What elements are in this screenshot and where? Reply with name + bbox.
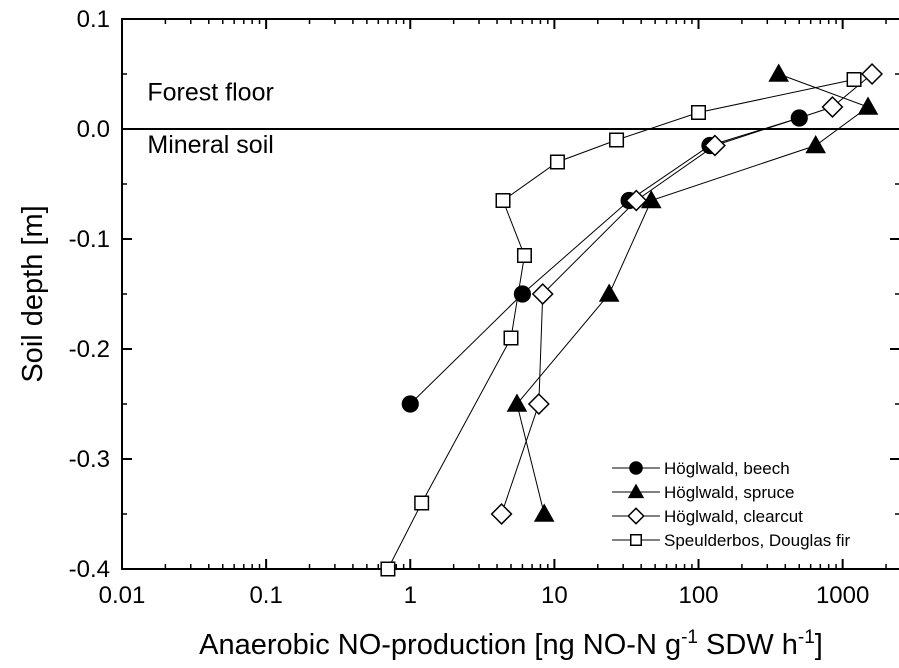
x-tick-labels: 0.01 0.1 1 10 100 1000	[99, 582, 870, 609]
y-tick-label: -0.4	[69, 556, 110, 583]
forest-floor-label: Forest floor	[147, 78, 273, 106]
data-point-speulderbos-douglas-fir	[380, 561, 396, 577]
x-tick-label: 10	[541, 582, 568, 609]
legend-marker-h-glwald-beech	[629, 461, 643, 475]
data-point-speulderbos-douglas-fir	[846, 72, 862, 87]
data-point-h-glwald-clearcut	[703, 134, 726, 157]
data-point-speulderbos-douglas-fir	[414, 495, 430, 511]
y-tick-labels: 0.1 0.0 -0.1 -0.2 -0.3 -0.4	[69, 6, 110, 583]
legend-label: Höglwald, clearcut	[664, 507, 803, 526]
legend-label: Speulderbos, Douglas fir	[664, 531, 851, 550]
y-tick-label: 0.1	[77, 6, 110, 33]
legend-label: Höglwald, beech	[664, 459, 790, 478]
data-point-h-glwald-spruce	[598, 283, 620, 302]
legend-label: Höglwald, spruce	[664, 483, 794, 502]
legend-marker-h-glwald-clearcut	[627, 507, 645, 525]
y-tick-label: -0.3	[69, 446, 110, 473]
legend-marker-speulderbos-douglas-fir	[630, 534, 642, 546]
data-point-speulderbos-douglas-fir	[609, 132, 625, 148]
x-axis-title: Anaerobic NO-production [ng NO-N g-1 SDW…	[199, 627, 823, 661]
data-point-h-glwald-spruce	[768, 63, 790, 82]
data-point-speulderbos-douglas-fir	[549, 154, 565, 170]
y-tick-label: -0.2	[69, 336, 110, 363]
data-point-h-glwald-beech	[401, 395, 419, 413]
data-point-h-glwald-spruce	[533, 503, 555, 522]
series-markers	[380, 63, 884, 577]
y-tick-label: -0.1	[69, 226, 110, 253]
legend-marker-h-glwald-spruce	[627, 483, 645, 499]
data-point-speulderbos-douglas-fir	[503, 330, 519, 346]
data-point-h-glwald-clearcut	[490, 503, 513, 525]
series-line-h-glwald-beech	[409, 117, 800, 405]
data-point-h-glwald-clearcut	[531, 283, 554, 305]
axis-ticks	[121, 18, 899, 570]
data-point-h-glwald-clearcut	[861, 63, 884, 85]
data-point-speulderbos-douglas-fir	[691, 105, 707, 120]
y-axis-title: Soil depth [m]	[17, 205, 49, 382]
data-point-h-glwald-beech	[790, 109, 808, 127]
x-tick-label: 0.01	[99, 582, 146, 609]
data-point-h-glwald-clearcut	[821, 96, 844, 118]
x-tick-label: 100	[678, 582, 718, 609]
data-point-speulderbos-douglas-fir	[495, 193, 511, 208]
data-point-speulderbos-douglas-fir	[516, 248, 532, 263]
x-tick-label: 0.1	[249, 582, 282, 609]
data-point-h-glwald-clearcut	[625, 189, 648, 212]
x-tick-label: 1	[404, 582, 417, 609]
data-point-h-glwald-spruce	[805, 135, 826, 154]
data-point-h-glwald-spruce	[640, 190, 662, 209]
mineral-soil-label: Mineral soil	[147, 131, 273, 159]
data-point-h-glwald-clearcut	[527, 393, 550, 415]
y-tick-label: 0.0	[77, 116, 110, 143]
data-point-h-glwald-spruce	[506, 393, 528, 412]
x-tick-label: 1000	[816, 582, 869, 609]
data-point-h-glwald-beech	[513, 285, 532, 303]
data-point-h-glwald-spruce	[857, 96, 879, 115]
legend: Höglwald, beech Höglwald, spruce Höglwald,…	[612, 459, 851, 550]
